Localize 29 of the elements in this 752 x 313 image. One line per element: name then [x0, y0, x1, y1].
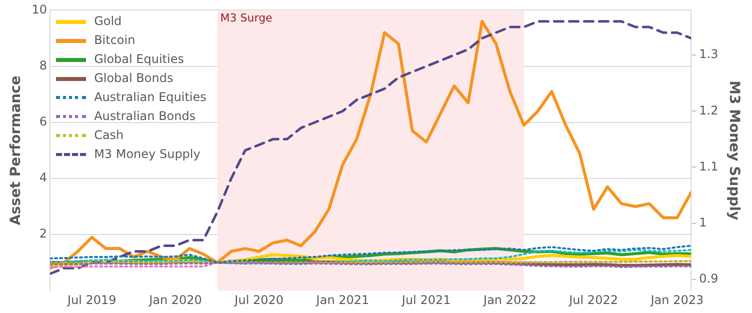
y-tick-label: 2 [39, 226, 48, 241]
x-tick-label: Jan 2021 [315, 292, 370, 307]
y2-axis-title: M3 Money Supply [726, 80, 742, 220]
y2-tick-label: 1.1 [699, 159, 718, 174]
x-tick-label: Jul 2019 [66, 292, 116, 307]
x-tick-label: Jul 2021 [400, 292, 451, 307]
legend-label: Gold [94, 13, 122, 30]
y2-tick-label: 0.9 [699, 272, 718, 286]
y-tick-label: 4 [39, 170, 48, 185]
x-tick-label: Jul 2022 [568, 292, 618, 307]
legend-label: Global Bonds [94, 70, 174, 88]
x-tick-label: Jul 2020 [234, 292, 284, 307]
legend-label: Cash [94, 127, 124, 144]
legend-label: Bitcoin [94, 32, 136, 50]
legend-label: Australian Equities [94, 89, 206, 106]
y2-tick-label: 1.2 [699, 103, 718, 118]
legend-label: Global Equities [94, 51, 184, 68]
x-tick-label: Jan 2020 [148, 292, 202, 307]
x-tick-label: Jan 2022 [482, 292, 536, 307]
legend-label: M3 Money Supply [94, 146, 200, 164]
y-tick-label: 8 [39, 58, 48, 72]
y-axis-title: Asset Performance [8, 76, 24, 226]
y-tick-label: 10 [32, 2, 48, 16]
y-tick-label: 6 [39, 114, 48, 128]
y2-tick-label: 1.3 [699, 47, 718, 62]
x-tick-label: Jan 2023 [650, 292, 704, 307]
legend-label: Australian Bonds [94, 108, 196, 126]
band-label: M3 Surge [220, 12, 273, 25]
y2-tick-label: 1 [699, 215, 707, 230]
